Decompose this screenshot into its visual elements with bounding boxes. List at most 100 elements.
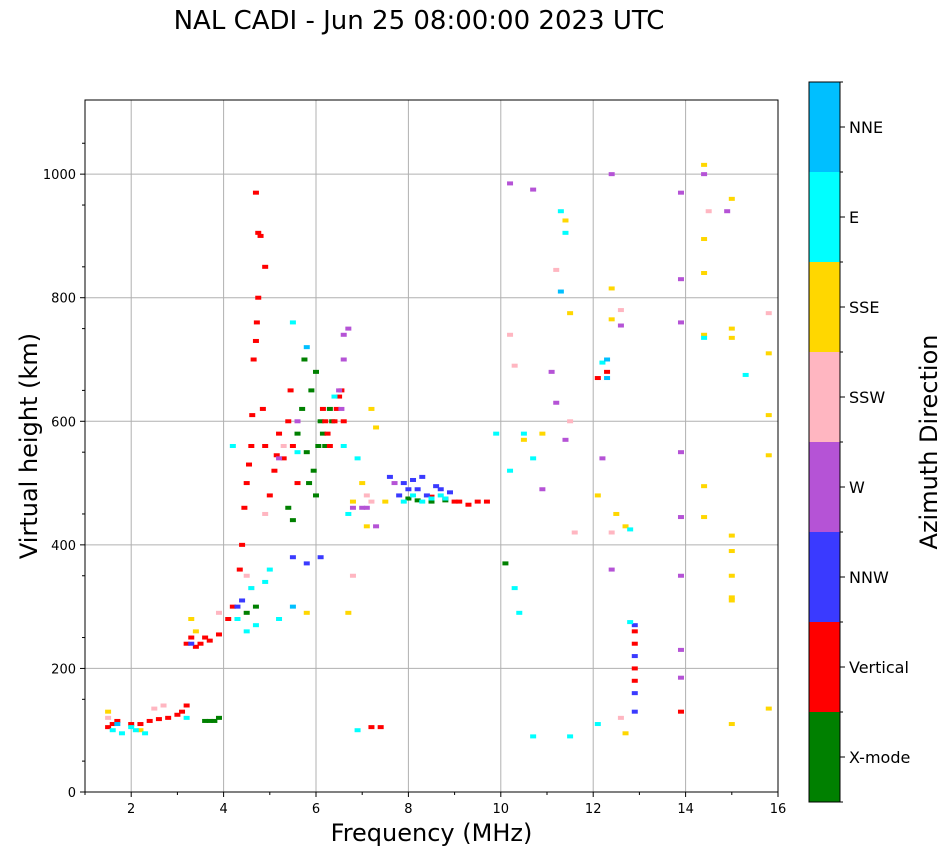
colorbar-swatch [809,532,840,622]
data-point [728,595,735,600]
x-tick-label: 4 [219,802,227,817]
data-point [188,617,195,621]
colorbar-tick-label: SSW [849,388,885,407]
data-point [340,332,347,337]
data-point [474,499,481,504]
data-point [322,419,329,424]
data-point [340,444,347,448]
data-point [728,533,735,538]
data-point [608,286,615,291]
data-point [631,709,638,714]
data-point [324,431,331,436]
data-point [225,617,232,621]
data-point [701,335,708,340]
data-point [160,703,167,708]
data-point [105,725,112,730]
data-point [363,493,370,498]
data-point [294,481,301,486]
data-point [188,641,195,646]
data-point [627,527,634,532]
x-tick-label: 6 [312,802,320,817]
data-point [336,388,343,393]
data-point [340,357,347,362]
data-point [326,406,333,411]
data-point [336,394,343,399]
data-point [400,481,407,486]
data-point [742,372,749,377]
data-point [345,326,352,331]
colorbar-tick-label: NNW [849,568,889,587]
data-point [677,320,684,325]
data-point [165,715,172,720]
data-point [608,530,615,535]
data-point [567,734,574,739]
data-point [243,629,250,634]
data-point [507,332,514,337]
data-point [354,456,361,461]
data-point [419,474,426,479]
data-point [631,654,638,659]
data-point [728,598,735,603]
data-point [677,277,684,282]
data-point [105,715,112,720]
colorbar-label: Azimuth Direction [915,335,943,550]
data-point [507,468,514,473]
data-point [677,450,684,455]
data-point [728,573,735,578]
data-point [677,647,684,652]
data-point [368,499,375,504]
data-point [253,320,260,325]
data-point [451,499,458,504]
data-point [262,511,269,516]
data-point [507,181,514,186]
data-point [239,598,246,603]
data-point [368,406,375,411]
data-point [243,573,250,578]
data-point [728,335,735,340]
data-point [271,468,278,473]
data-point [192,629,199,634]
data-point [594,493,601,498]
data-point [137,722,144,727]
data-point [604,357,611,362]
data-point [338,406,345,411]
x-tick-label: 14 [677,802,694,817]
data-point [215,715,222,720]
data-point [701,332,708,337]
data-point [442,496,449,501]
y-tick-label: 600 [51,415,76,430]
data-point [608,567,615,572]
data-point [239,542,246,547]
data-point [155,717,162,722]
data-point [255,295,262,300]
data-point [419,499,426,504]
data-point [349,573,356,578]
data-point [701,172,708,177]
data-point [299,406,306,411]
data-point [333,406,340,411]
data-point [188,635,195,640]
data-point [137,728,144,733]
data-point [197,641,204,646]
data-point [677,709,684,714]
colorbar-tick-label: W [849,478,865,497]
data-point [677,573,684,578]
data-point [192,644,199,649]
data-point [285,419,292,424]
data-point [428,496,435,501]
y-tick-label: 400 [51,539,76,554]
data-point [728,196,735,201]
data-point [631,678,638,683]
data-point [252,338,259,343]
data-point [414,498,421,503]
data-point [405,487,412,492]
data-point [391,481,398,486]
data-point [410,493,417,498]
data-point [276,431,283,436]
data-point [262,579,269,584]
data-point [594,376,601,381]
data-point [765,453,772,458]
data-point [677,675,684,680]
colorbar-swatch [809,352,840,442]
plot-frame [84,99,779,793]
